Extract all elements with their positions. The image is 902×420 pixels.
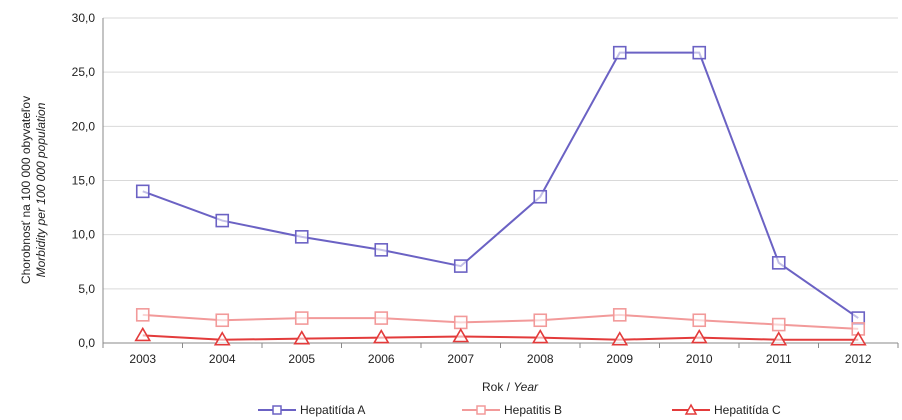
data-point: [293, 330, 311, 345]
x-tick-label: 2010: [686, 352, 713, 366]
data-point: [770, 331, 788, 346]
data-point: [453, 259, 468, 273]
data-point: [611, 331, 629, 346]
axes: 0,0 5,0 10,0 15,0 20,0 25,0 30,0 2003 2004 2005 20…: [72, 11, 899, 366]
x-tick-label: 2011: [766, 352, 792, 366]
data-point: [374, 311, 389, 325]
y-tick-label: 20,0: [72, 119, 96, 133]
series-1: [135, 45, 866, 325]
data-point: [374, 243, 389, 257]
data-point: [134, 326, 152, 342]
x-tick-label: 2005: [288, 352, 315, 366]
data-point: [690, 328, 708, 344]
data-point: [453, 315, 468, 330]
data-point: [533, 189, 548, 204]
grid-lines: [103, 17, 898, 290]
y-tick-label: 10,0: [72, 228, 96, 242]
legend-label: Hepatitída A: [300, 403, 365, 417]
series-line: [142, 334, 859, 341]
x-tick-label: 2012: [845, 352, 872, 366]
data-point: [692, 45, 707, 60]
y-tick-label: 0,0: [78, 336, 95, 350]
legend-item: Hepatitída A: [258, 403, 365, 417]
data-point: [531, 328, 549, 344]
series-line: [142, 51, 859, 319]
legend-marker: [476, 405, 486, 415]
data-point: [372, 328, 390, 344]
legend-marker: [684, 403, 698, 415]
x-axis-label: Rok / Year: [482, 380, 539, 394]
series-3: [134, 326, 867, 346]
data-point: [692, 313, 707, 328]
y-tick-label: 5,0: [78, 282, 95, 296]
y-axis-label: Chorobnosť na 100 000 obyvateľov Morbidi…: [19, 96, 48, 284]
legend-item: Hepatitis B: [462, 403, 562, 417]
data-point: [213, 331, 231, 346]
legend: Hepatitída A Hepatitis B Hepatitída C: [258, 403, 781, 417]
y-tick-label: 25,0: [72, 65, 96, 79]
y-axis-label-en: Morbidity per 100 000 population: [34, 102, 48, 277]
x-tick-label: 2004: [209, 352, 236, 366]
legend-marker: [272, 405, 282, 415]
data-point: [771, 317, 786, 332]
x-tick-label: 2008: [527, 352, 554, 366]
legend-item: Hepatitída C: [672, 403, 781, 417]
data-point: [135, 184, 150, 199]
data-point: [215, 213, 230, 228]
data-point: [452, 327, 470, 343]
data-point: [771, 256, 786, 270]
data-point: [533, 313, 548, 328]
x-tick-label: 2007: [447, 352, 474, 366]
series-line: [142, 313, 859, 330]
legend-label: Hepatitis B: [504, 403, 562, 417]
data-point: [294, 311, 309, 325]
data-point: [612, 308, 627, 322]
x-tick-label: 2006: [368, 352, 395, 366]
y-tick-label: 15,0: [72, 174, 96, 188]
data-point: [849, 331, 867, 346]
data-point: [135, 308, 150, 322]
y-axis-label-sk: Chorobnosť na 100 000 obyvateľov: [19, 96, 33, 284]
data-point: [215, 313, 230, 328]
series-2: [135, 308, 866, 336]
x-axis-label-sk: Rok /: [482, 380, 513, 394]
series-lines: [134, 45, 867, 346]
data-point: [612, 45, 627, 60]
y-tick-label: 30,0: [72, 11, 96, 25]
data-point: [294, 230, 309, 244]
x-tick-label: 2003: [129, 352, 156, 366]
legend-label: Hepatitída C: [714, 403, 781, 417]
x-axis-label-en: Year: [513, 380, 539, 394]
x-tick-label: 2009: [606, 352, 633, 366]
